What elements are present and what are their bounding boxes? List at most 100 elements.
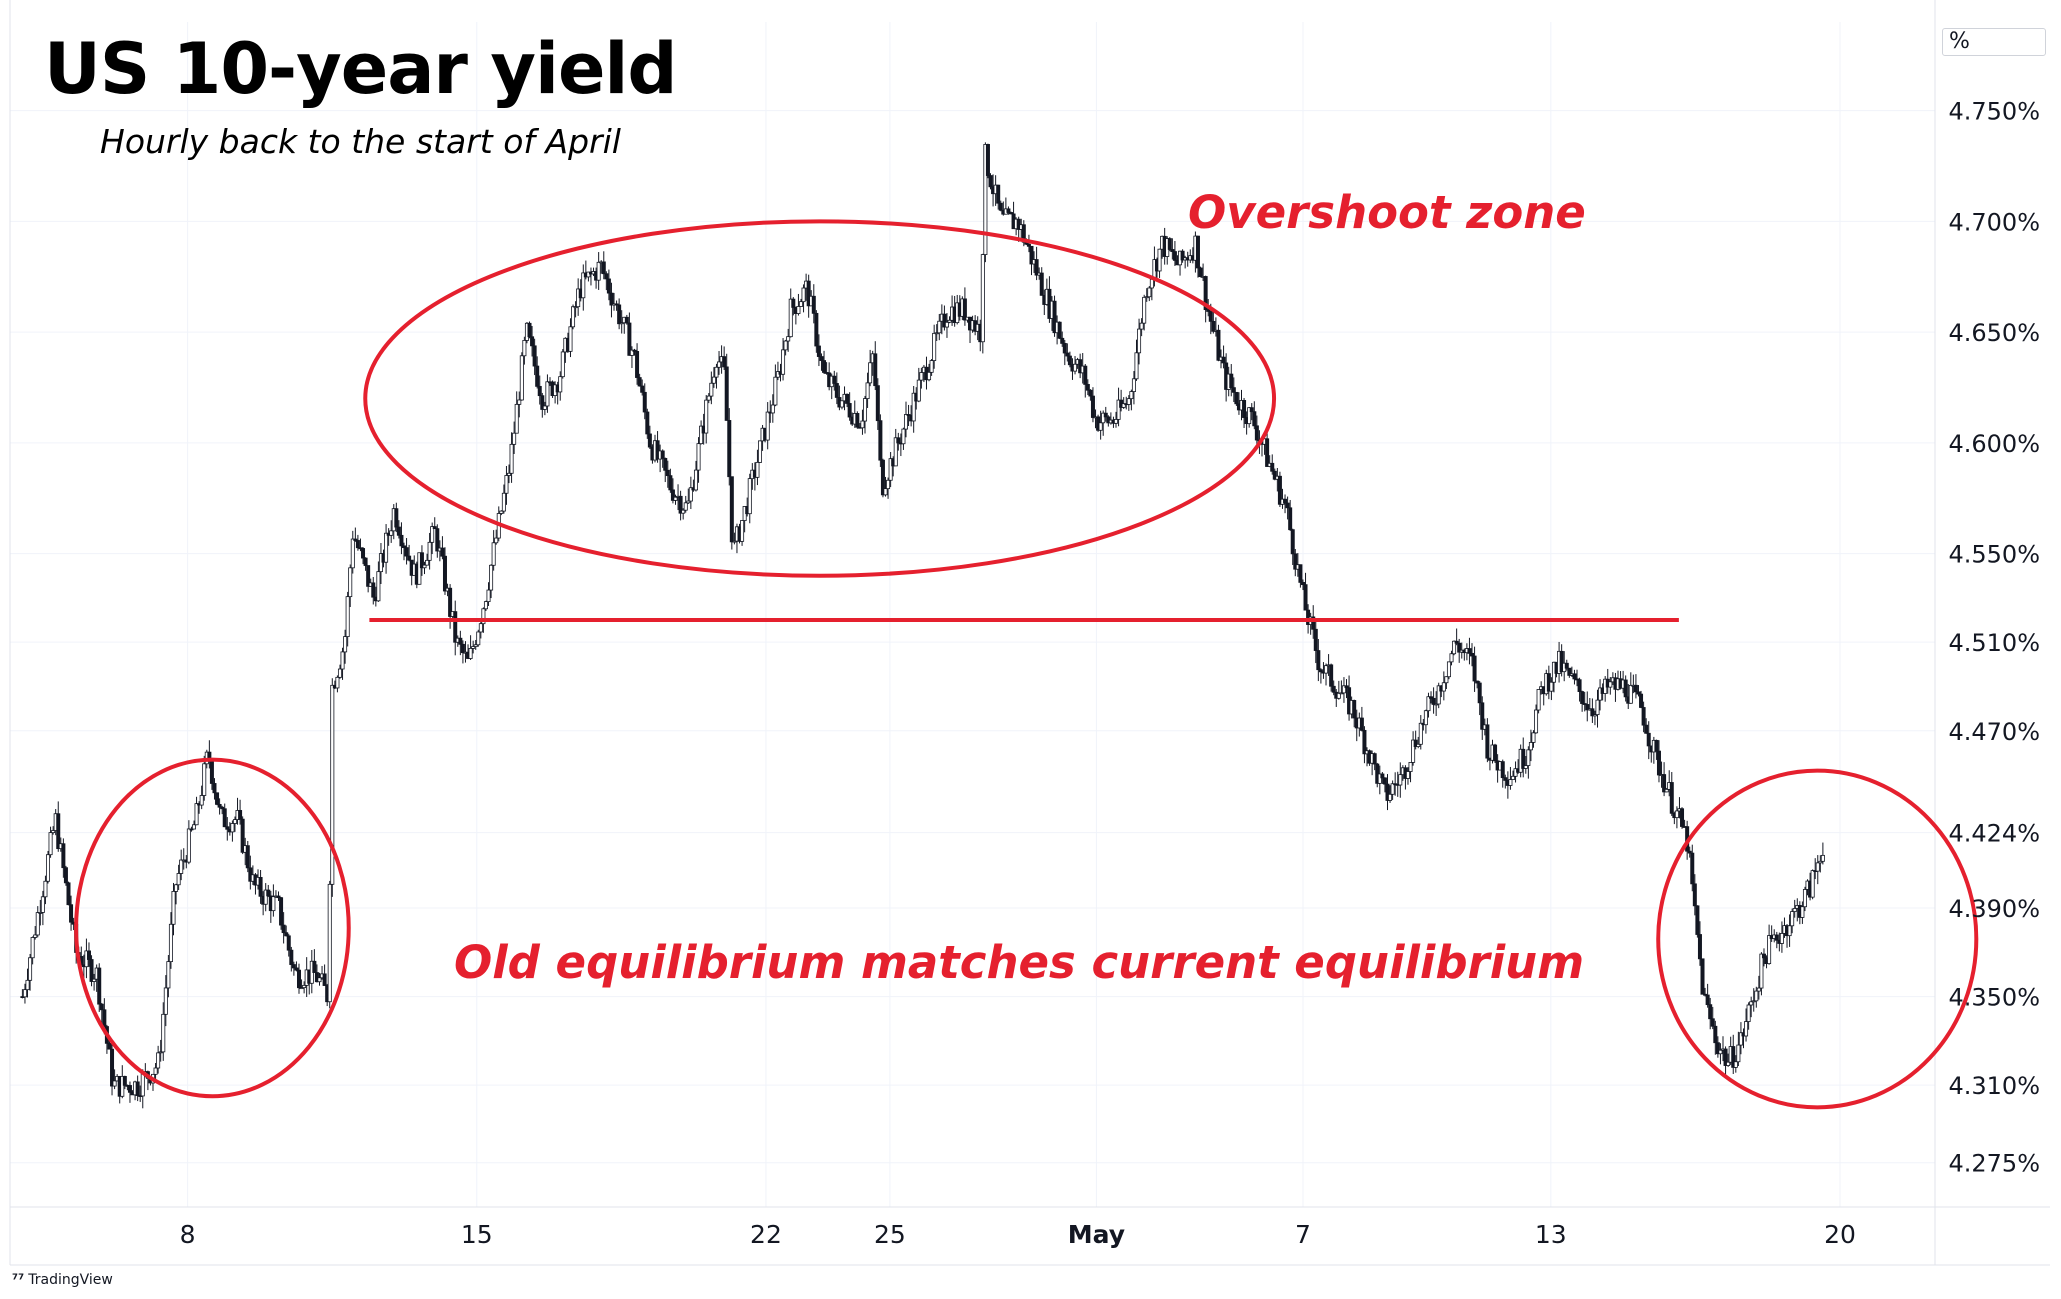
candle-body [1418, 722, 1423, 745]
candle-body [1313, 628, 1318, 651]
candle-body [291, 964, 296, 969]
candle-body [814, 312, 819, 347]
candle-body [1090, 395, 1095, 418]
candle-body [163, 987, 168, 1015]
candle-body [1318, 669, 1323, 673]
candle-body [1029, 245, 1034, 265]
candle-body [1429, 696, 1434, 699]
candle-body [1508, 779, 1513, 786]
candle-body [617, 304, 622, 325]
candle-body [276, 895, 281, 899]
candle-body [110, 1048, 115, 1087]
candle-body [1298, 564, 1303, 583]
candle-body [1759, 953, 1764, 989]
candle-body [25, 979, 30, 991]
candle-body [527, 322, 532, 338]
candle-body [1388, 793, 1393, 801]
candle-body [419, 552, 424, 569]
candle-body [378, 553, 383, 573]
y-tick-label: 4.600% [1948, 430, 2040, 458]
candle-body [1818, 860, 1823, 864]
candle-body [1580, 691, 1585, 704]
candle-body [302, 984, 307, 989]
candle-body [1206, 309, 1211, 312]
candle-body [1636, 691, 1641, 695]
candle-body [944, 321, 949, 328]
candle-body [1592, 714, 1597, 717]
candle-body [1234, 391, 1239, 405]
x-tick-label: 22 [750, 1220, 782, 1249]
candle-body [724, 366, 729, 421]
candle-body [1480, 702, 1485, 730]
candle-body [709, 382, 714, 397]
candle-body [1723, 1048, 1728, 1066]
candle-body [394, 508, 399, 528]
tradingview-logo-icon: ⁷⁷ [12, 1272, 25, 1288]
candle-body [1211, 320, 1216, 332]
x-axis: 8 15 22 25 May 7 13 20 [180, 1220, 1856, 1249]
candle-body [1559, 650, 1564, 673]
candle-body [215, 792, 220, 805]
candle-body [983, 144, 988, 255]
candle-body [471, 646, 476, 649]
candle-body [48, 832, 53, 856]
candle-body [232, 819, 237, 824]
candle-body [1656, 750, 1661, 776]
candle-body [919, 372, 924, 381]
candle-body [806, 280, 811, 307]
candle-body [1405, 771, 1410, 779]
candle-body [1311, 616, 1316, 630]
candle-body [337, 668, 342, 678]
candle-body [179, 859, 184, 874]
candle-body [442, 555, 447, 592]
candle-body [1411, 739, 1416, 763]
candle-body [847, 403, 852, 418]
candle-body [1779, 933, 1784, 944]
candle-body [1431, 697, 1436, 705]
candle-body [1467, 648, 1472, 654]
candle-body [1434, 703, 1439, 706]
candle-body [284, 932, 289, 937]
candle-body [1751, 1000, 1756, 1003]
candle-series [20, 142, 1825, 1109]
candle-body [642, 391, 647, 413]
candle-body [1800, 906, 1805, 918]
candle-body [1744, 1021, 1749, 1037]
ellipse-overshoot [363, 219, 1277, 578]
candle-body [191, 824, 196, 830]
candle-body [996, 184, 1001, 204]
candle-body [1382, 777, 1387, 785]
candle-body [1336, 692, 1341, 699]
candle-body [489, 564, 494, 591]
candle-body [399, 534, 404, 547]
candle-body [568, 326, 573, 352]
candle-body [491, 542, 496, 566]
candle-body [906, 414, 911, 416]
candle-body [271, 896, 276, 912]
candle-body [1144, 296, 1149, 299]
candle-body [1137, 328, 1142, 354]
candle-body [834, 383, 839, 398]
candle-body [189, 828, 194, 831]
candle-body [937, 320, 942, 334]
candle-body [1331, 685, 1336, 693]
candle-body [425, 559, 430, 566]
candle-body [1073, 363, 1078, 372]
candle-body [1810, 870, 1815, 898]
candle-body [998, 202, 1003, 211]
candle-body [1167, 238, 1172, 250]
candle-body [1341, 685, 1346, 694]
candle-body [199, 795, 204, 806]
candle-body [1528, 742, 1533, 751]
candle-body [1705, 994, 1710, 1006]
candle-body [1662, 774, 1667, 793]
candle-body [1377, 773, 1382, 784]
candle-body [294, 967, 299, 971]
candle-body [343, 636, 348, 653]
candle-body [586, 271, 591, 278]
candle-body [1247, 407, 1252, 425]
unit-selector[interactable]: % [1942, 28, 2046, 56]
candle-body [1710, 1018, 1715, 1027]
candle-body [711, 376, 716, 384]
candle-body [86, 950, 91, 960]
